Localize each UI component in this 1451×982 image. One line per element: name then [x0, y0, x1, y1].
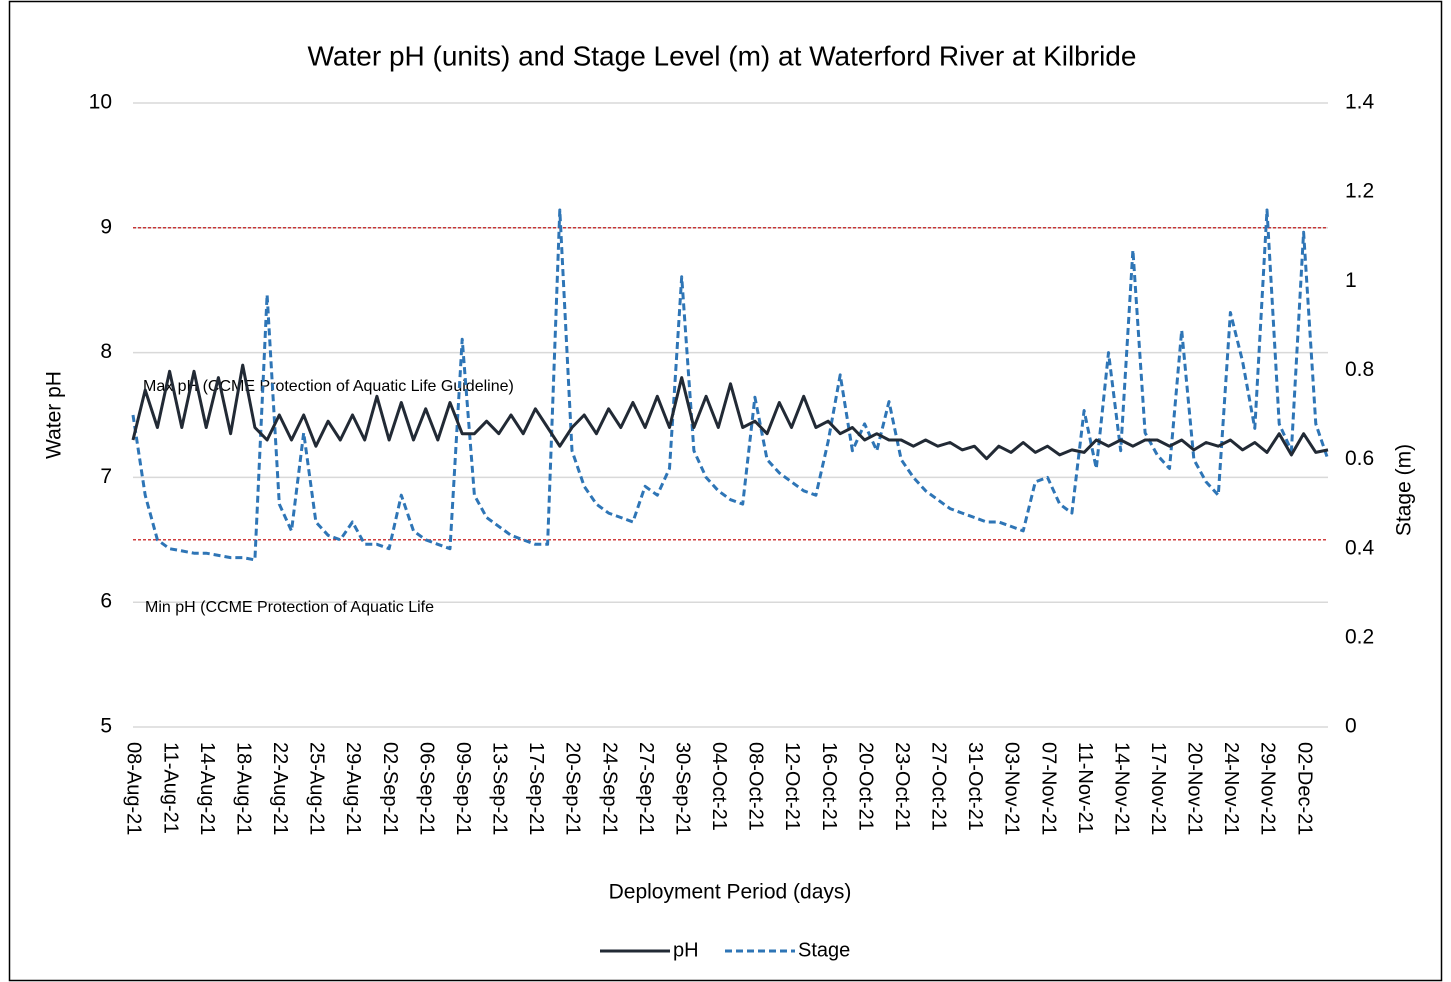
x-tick-label: 06-Sep-21: [415, 742, 437, 835]
x-tick-label: 25-Aug-21: [306, 742, 328, 835]
y2-tick-label: 0.2: [1345, 625, 1374, 648]
y-tick-label: 10: [89, 91, 112, 114]
x-tick-label: 24-Sep-21: [598, 742, 620, 835]
y2-tick-label: 0.8: [1345, 358, 1374, 381]
x-tick-label: 18-Aug-21: [232, 742, 254, 835]
annotation: Min pH (CCME Protection of Aquatic Life: [145, 599, 434, 616]
x-tick-label: 11-Nov-21: [1074, 742, 1096, 834]
y2-axis-title: Stage (m): [1393, 444, 1416, 536]
y2-tick-label: 0.6: [1345, 447, 1374, 470]
y2-tick-label: 1.4: [1345, 91, 1375, 114]
annotation: Max pH (CCME Protection of Aquatic Life …: [143, 378, 514, 395]
x-tick-label: 20-Nov-21: [1184, 742, 1206, 835]
x-tick-label: 14-Aug-21: [196, 742, 218, 835]
x-tick-label: 08-Aug-21: [123, 742, 145, 835]
x-tick-label: 13-Sep-21: [489, 742, 511, 835]
y-tick-label: 6: [100, 590, 112, 613]
x-tick-label: 27-Oct-21: [928, 742, 950, 831]
x-tick-label: 29-Aug-21: [342, 742, 364, 835]
x-tick-label: 27-Sep-21: [635, 742, 657, 835]
x-tick-label: 04-Oct-21: [708, 742, 730, 831]
y2-tick-label: 1.2: [1345, 180, 1374, 203]
y-tick-label: 9: [100, 215, 112, 238]
x-tick-label: 14-Nov-21: [1110, 742, 1132, 835]
legend-label: Stage: [798, 939, 850, 961]
x-tick-label: 29-Nov-21: [1257, 742, 1279, 835]
x-tick-label: 17-Nov-21: [1147, 742, 1169, 835]
y2-tick-label: 0.4: [1345, 536, 1375, 559]
legend-label: pH: [673, 939, 699, 961]
x-axis-title: Deployment Period (days): [609, 881, 852, 904]
y-tick-label: 7: [100, 465, 112, 488]
x-tick-label: 11-Aug-21: [159, 742, 181, 834]
x-tick-label: 20-Sep-21: [562, 742, 584, 835]
x-tick-label: 12-Oct-21: [781, 742, 803, 831]
series-line: [131, 363, 1329, 461]
x-tick-label: 24-Nov-21: [1220, 742, 1242, 835]
chart-border: [8, 0, 1443, 982]
y-axis-title: Water pH: [43, 371, 66, 459]
series-line: [131, 208, 1330, 562]
x-tick-label: 23-Oct-21: [891, 742, 913, 831]
x-tick-label: 03-Nov-21: [1001, 742, 1023, 835]
x-tick-label: 22-Aug-21: [269, 742, 291, 835]
x-tick-label: 20-Oct-21: [854, 742, 876, 831]
x-tick-label: 02-Sep-21: [379, 742, 401, 835]
x-tick-label: 31-Oct-21: [964, 742, 986, 831]
x-tick-label: 02-Dec-21: [1293, 742, 1315, 835]
x-tick-label: 17-Sep-21: [525, 742, 547, 835]
y-tick-label: 8: [100, 340, 112, 363]
chart-title: Water pH (units) and Stage Level (m) at …: [308, 40, 1137, 71]
x-tick-label: 08-Oct-21: [745, 742, 767, 831]
x-tick-label: 16-Oct-21: [818, 742, 840, 831]
y2-tick-label: 0: [1345, 715, 1357, 738]
y-tick-label: 5: [100, 715, 112, 738]
x-tick-label: 30-Sep-21: [671, 742, 693, 835]
x-tick-label: 09-Sep-21: [452, 742, 474, 835]
y2-tick-label: 1: [1345, 269, 1357, 292]
x-tick-label: 07-Nov-21: [1037, 742, 1059, 835]
